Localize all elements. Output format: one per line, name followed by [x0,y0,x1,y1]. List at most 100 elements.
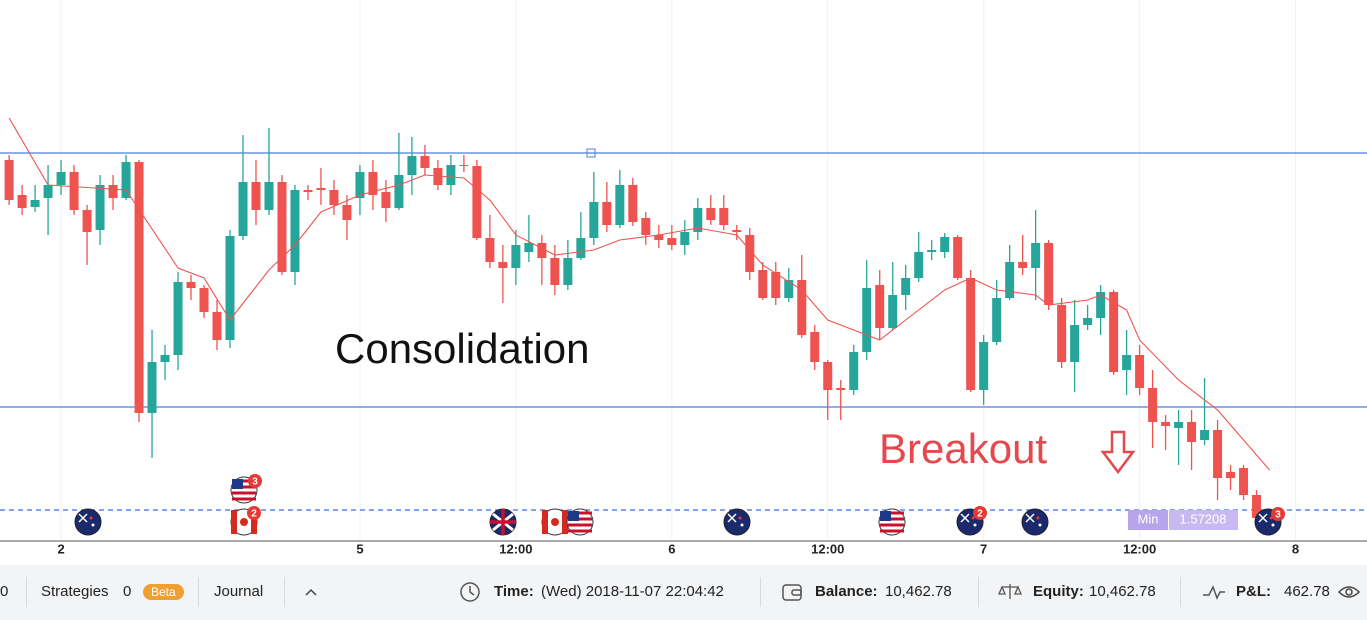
flag-part [232,497,256,501]
separator [284,577,285,607]
flag-part [880,529,904,533]
candle-body [1239,468,1249,495]
balance-key: Balance: [815,583,878,600]
candle-body [953,237,963,278]
candle-body [1187,422,1197,442]
flag-part [740,523,744,527]
candle-body [173,282,183,355]
flag-part [240,518,248,526]
candle-body [459,165,469,166]
time-value: (Wed) 2018-11-07 22:04:42 [541,583,724,600]
candle-body [1031,243,1041,268]
equity-value: 10,462.78 [1089,583,1156,600]
flag-part [960,513,970,523]
clock-icon [460,582,480,602]
candle-body [1018,262,1028,268]
candle-body [628,185,638,222]
flag-part [542,510,548,534]
breakout-arrow [1100,430,1136,475]
flag-part [232,485,256,489]
candle-body [472,166,482,238]
annotation: Breakout [879,425,1047,472]
candle-body [212,312,222,340]
flag-part [568,511,579,521]
flag [74,508,102,536]
balance-label: Balance: [815,583,878,600]
x-tick-label: 12:00 [499,541,532,556]
candle-body [264,182,274,210]
visibility-toggle[interactable] [1337,583,1361,601]
candle-body [4,160,14,200]
annotation: Consolidation [335,325,590,372]
candle-body [1070,325,1080,362]
flag-part [727,513,737,523]
candle-body [758,270,768,298]
candle-body [290,190,300,272]
candle-body [914,252,924,278]
flag-part [490,509,516,535]
candle-body [719,208,729,225]
flag-part [568,511,592,515]
journal-tab[interactable]: Journal [214,583,264,600]
flag-part [971,516,975,520]
event-badge-count: 2 [251,509,257,520]
flag [1021,508,1049,536]
candle-body [1148,388,1158,422]
candle-body [550,258,560,285]
candle-body [797,280,807,335]
candle-body [992,298,1002,342]
event-badge-count: 3 [252,477,258,488]
beta-badge: Beta [143,584,184,600]
candle-body [225,236,235,340]
flag-part [1258,513,1268,523]
equity-icon [998,584,1022,599]
flag-part [568,517,592,521]
pnl-icon [1203,585,1225,600]
candle-body [524,243,534,252]
flag-part [1036,516,1040,520]
candle-body [121,162,131,198]
event-badge [1271,507,1285,521]
candle-body [251,182,261,210]
flag-part [91,523,95,527]
event-badge [247,506,261,520]
separator [1180,577,1181,607]
candle-body [17,195,27,208]
event-badge-count: 3 [1275,510,1281,521]
expand-button[interactable] [304,587,318,597]
x-tick-label: 12:00 [811,541,844,556]
candle-body [784,280,794,298]
candle-body [407,156,417,175]
flag-part [78,513,88,523]
strategies-tab[interactable]: Strategies [41,583,109,600]
flag-part [232,491,256,495]
candle-body [745,235,755,272]
candle-body [576,238,586,258]
flag-part [880,523,904,527]
wallet-icon [782,584,802,601]
candle-body [1122,355,1132,370]
candle-body [199,288,209,312]
flag-part [880,511,891,521]
flag-part [568,523,592,527]
candle-body [537,243,547,258]
flag-part [738,516,742,520]
candle-body [875,285,885,328]
candle-body [355,172,365,198]
candle-body [420,156,430,168]
balance-value: 10,462.78 [885,583,952,600]
candle-body [1109,292,1119,372]
event-flags: 3 2 2 3 [74,474,1285,536]
candle-body [1161,422,1171,426]
flag-part [1038,523,1042,527]
event-badge [248,474,262,488]
flag-part [232,479,256,483]
chart: Consolidation Breakout 2 5 12:00 6 12:00 7 12:… [0,0,1367,556]
separator [198,577,199,607]
candle-body [615,185,625,225]
candle-body [368,172,378,195]
flag [723,508,751,536]
candle-body [836,388,846,390]
flag-part [562,510,568,534]
